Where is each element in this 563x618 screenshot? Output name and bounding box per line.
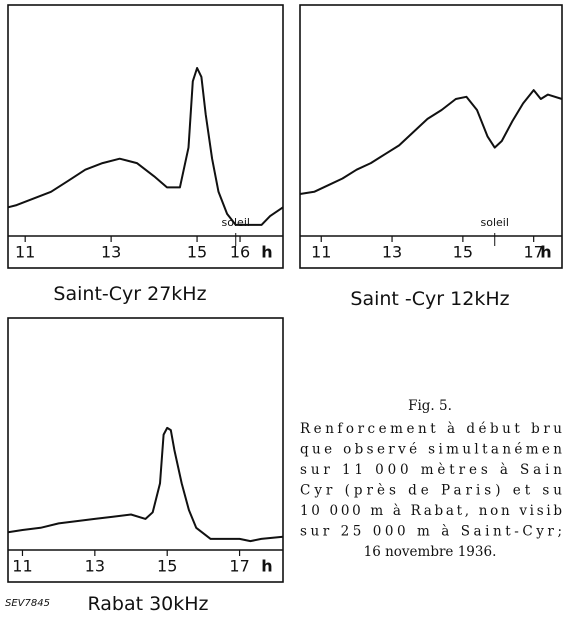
annotation: soleil xyxy=(222,216,250,229)
x-tick-label: 15 xyxy=(187,243,207,262)
x-tick-label: 17 xyxy=(523,243,543,262)
x-tick-label: 11 xyxy=(311,243,331,262)
figure-id: SEV7845 xyxy=(5,598,50,609)
x-tick-label: 13 xyxy=(382,243,402,262)
caption-line: 16 novembre 1936. xyxy=(364,544,497,560)
caption-title: Fig. 5. xyxy=(408,398,452,414)
x-tick-label: 15 xyxy=(453,243,473,262)
data-line xyxy=(7,426,284,543)
x-axis-label: h xyxy=(261,243,272,262)
caption-line: Cyr (près de Paris) et su xyxy=(300,483,562,499)
caption-line: que observé simultanémen xyxy=(300,442,562,458)
chart-title: Saint-Cyr 27kHz xyxy=(53,283,206,305)
data-line xyxy=(299,89,563,195)
x-axis-label: h xyxy=(261,557,272,576)
caption-line: Renforcement à début bru xyxy=(300,421,562,437)
caption-line: 10 000 m à Rabat, non visib xyxy=(300,503,562,519)
x-tick-label: 11 xyxy=(12,557,32,576)
panel-frame xyxy=(299,4,563,269)
chart-title: Rabat 30kHz xyxy=(87,593,208,615)
x-tick-label: 13 xyxy=(101,243,121,262)
data-line xyxy=(7,67,284,226)
chart-title: Saint -Cyr 12kHz xyxy=(350,288,509,310)
x-tick-label: 13 xyxy=(85,557,105,576)
x-axis-label: h xyxy=(540,243,551,262)
panel-frame xyxy=(7,317,284,583)
x-tick-label: 16 xyxy=(230,243,250,262)
caption-line: sur 11 000 mètres à Sain xyxy=(300,462,562,478)
x-tick-label: 11 xyxy=(15,243,35,262)
panel-frame xyxy=(7,4,284,269)
x-tick-label: 15 xyxy=(157,557,177,576)
annotation: soleil xyxy=(481,216,509,229)
caption-line: sur 25 000 m à Saint-Cyr; xyxy=(300,524,562,540)
x-tick-label: 17 xyxy=(229,557,249,576)
